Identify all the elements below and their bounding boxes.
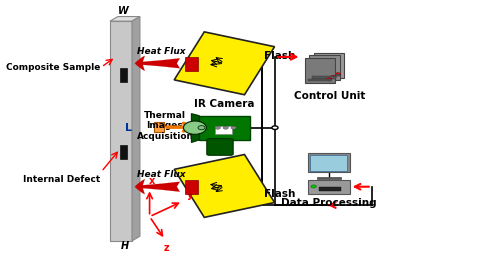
Text: Data Processing: Data Processing: [282, 198, 377, 208]
Text: Flash: Flash: [264, 189, 296, 199]
Polygon shape: [174, 32, 274, 95]
Text: Control Unit: Control Unit: [294, 91, 366, 102]
Text: Internal Defect: Internal Defect: [22, 175, 100, 184]
Circle shape: [326, 78, 332, 81]
Text: Heat Flux: Heat Flux: [138, 170, 186, 179]
Text: Thermal
Images
Acquisition: Thermal Images Acquisition: [136, 111, 194, 141]
Bar: [310, 154, 346, 171]
FancyBboxPatch shape: [207, 139, 233, 155]
Bar: [312, 76, 336, 79]
Text: W: W: [118, 6, 128, 16]
Circle shape: [311, 185, 316, 188]
Text: H: H: [120, 241, 128, 251]
Circle shape: [331, 75, 336, 78]
Text: L: L: [126, 123, 132, 133]
Bar: [308, 153, 350, 172]
Bar: [214, 126, 232, 134]
Bar: [185, 180, 198, 194]
Polygon shape: [110, 16, 140, 21]
Circle shape: [231, 126, 236, 129]
Bar: [317, 74, 340, 76]
Bar: [120, 145, 126, 159]
Circle shape: [198, 126, 205, 130]
Circle shape: [223, 126, 228, 129]
Bar: [154, 122, 164, 132]
Bar: [120, 68, 126, 82]
Bar: [200, 116, 250, 140]
Bar: [110, 21, 132, 241]
FancyBboxPatch shape: [310, 55, 340, 80]
Circle shape: [272, 126, 278, 130]
Text: z: z: [164, 243, 169, 253]
Polygon shape: [192, 114, 200, 142]
Text: Heat Flux: Heat Flux: [138, 47, 186, 56]
FancyBboxPatch shape: [314, 53, 344, 78]
Bar: [320, 187, 342, 191]
Text: x: x: [148, 176, 155, 186]
Text: Composite Sample: Composite Sample: [6, 63, 100, 72]
Text: y: y: [187, 190, 194, 200]
Circle shape: [215, 126, 220, 129]
Polygon shape: [174, 154, 274, 217]
Bar: [308, 180, 350, 194]
Polygon shape: [132, 16, 140, 241]
Text: Flash: Flash: [264, 51, 296, 61]
Bar: [308, 79, 332, 81]
Bar: [185, 57, 198, 71]
Text: IR Camera: IR Camera: [194, 99, 254, 109]
Circle shape: [184, 121, 206, 134]
FancyBboxPatch shape: [305, 58, 335, 83]
Circle shape: [335, 73, 340, 76]
